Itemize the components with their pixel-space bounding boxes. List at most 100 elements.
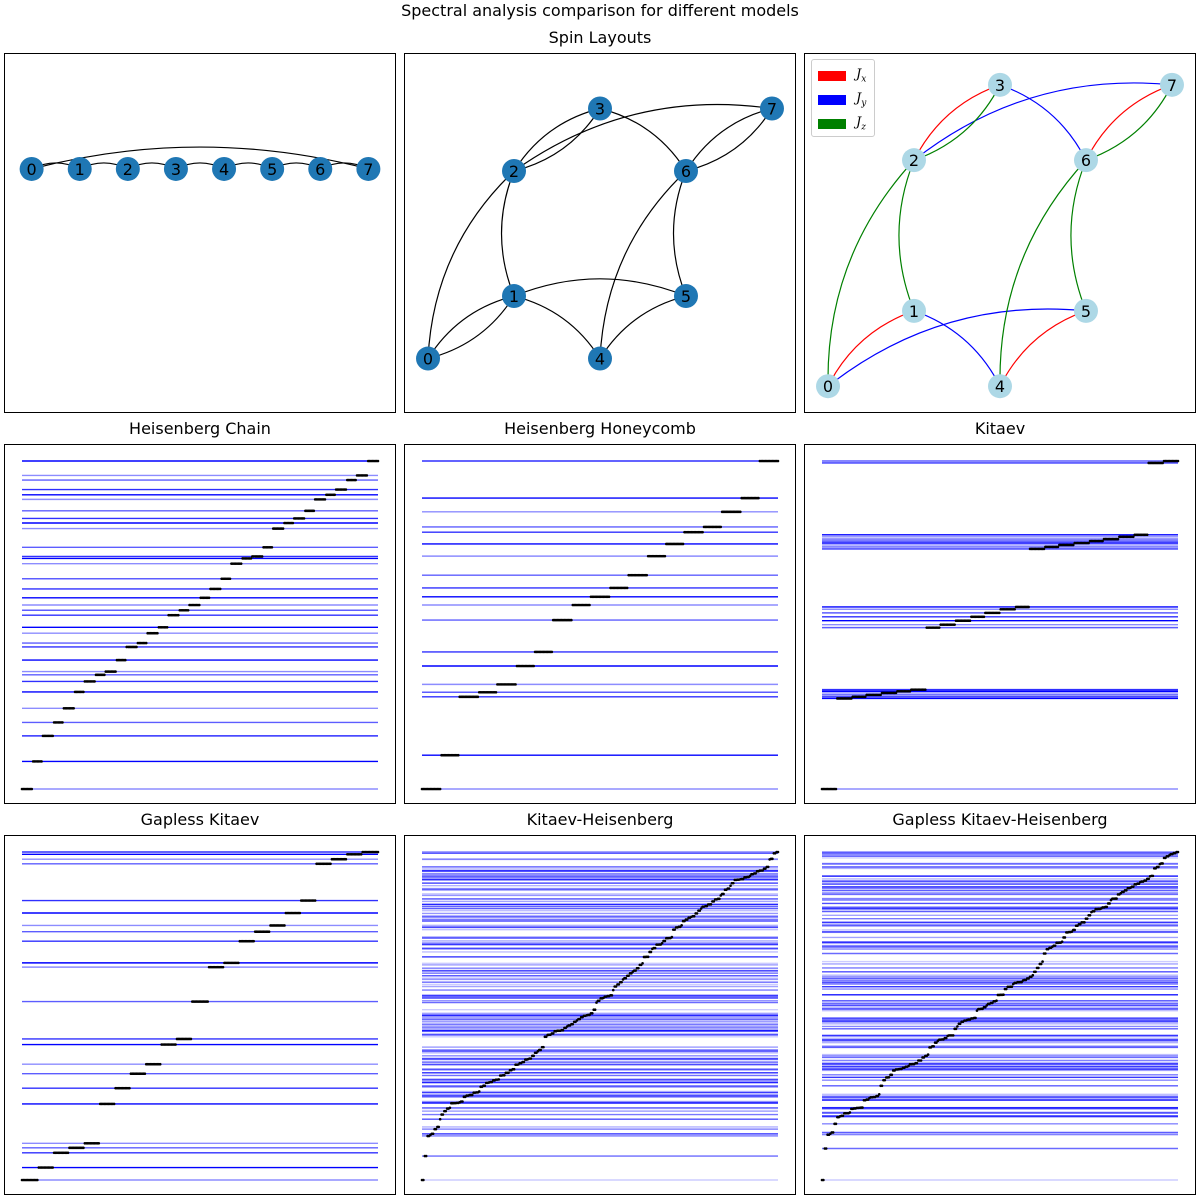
eigenvalue-point	[1176, 459, 1180, 463]
legend-item-jz: Jz	[818, 115, 874, 133]
edge-0-1-jx	[827, 310, 915, 387]
edge-1-2-jz	[898, 159, 915, 312]
eigenvalue-point	[186, 608, 190, 612]
eigenvalue-point	[302, 517, 306, 520]
eigenvalue-point	[995, 999, 998, 1003]
eigenvalue-point	[198, 603, 201, 607]
eigenvalue-point	[529, 1057, 533, 1060]
eigenvalue-point	[503, 1074, 506, 1077]
edge-2-7	[513, 103, 773, 172]
layout-panel-honeycomb: 0 1 2 3 4 5 6 7	[404, 53, 796, 413]
eigenvalue-point	[727, 887, 731, 890]
eigenvalue-point	[718, 897, 721, 901]
node-label-5: 5	[1081, 302, 1091, 321]
eigenvalue-point	[701, 530, 704, 534]
node-2	[115, 156, 140, 181]
eigenvalue-point	[206, 1000, 209, 1003]
eigenvalue-point	[30, 787, 34, 791]
eigenvalue-point	[1004, 987, 1008, 991]
eigenvalue-point	[1039, 962, 1043, 966]
eigenvalue-point	[935, 1041, 938, 1044]
eigenvalue-point	[1063, 936, 1067, 939]
eigenvalue-point	[732, 881, 735, 885]
eigenvalue-point	[40, 760, 43, 763]
eigenvalue-point	[1060, 940, 1064, 943]
eigenvalue-point	[754, 872, 757, 875]
eigenvalue-point	[1105, 905, 1109, 909]
eigenvalue-point	[954, 1027, 958, 1031]
node-label-4: 4	[219, 160, 229, 179]
eigenvalue-point	[267, 930, 271, 934]
eigenvalue-point	[824, 1147, 828, 1150]
eigenvalue-point	[313, 899, 317, 902]
eigenvalue-point	[593, 1008, 597, 1012]
title-gapless-kitaev: Gapless Kitaev	[140, 810, 260, 829]
legend-label-jz: Jz	[856, 115, 866, 133]
eigenvalue-point	[143, 1072, 147, 1076]
eigenvalue-point	[1132, 885, 1135, 888]
eigenvalue-point	[228, 577, 232, 581]
spectrum-panel-gapless-kitaev-heisenberg	[804, 835, 1196, 1195]
node-label-3: 3	[995, 76, 1005, 95]
eigenvalue-point	[617, 983, 621, 986]
eigenvalue-point	[748, 874, 752, 878]
eigenvalue-point	[376, 459, 380, 463]
spectrum-plot-kitaev-heisenberg	[420, 850, 780, 1182]
eigenvalue-point	[926, 1053, 930, 1056]
eigenvalue-point	[660, 941, 664, 945]
node-label-3: 3	[595, 100, 605, 119]
node-label-1: 1	[909, 302, 919, 321]
eigenvalue-point	[877, 1092, 881, 1096]
eigenvalue-point	[437, 1125, 441, 1129]
node-4	[988, 374, 1012, 399]
spectrum-plot-gapless-kitaev	[20, 850, 380, 1182]
title-kitaev: Kitaev	[974, 419, 1026, 438]
node-label-3: 3	[171, 160, 181, 179]
eigenvalue-point	[848, 1111, 852, 1114]
eigenvalue-point	[649, 950, 653, 954]
eigenvalue-point	[532, 664, 535, 668]
node-0	[416, 346, 441, 371]
eigenvalue-point	[610, 994, 614, 997]
layout-panel-chain: 0 1 2 3 4 5 6 7	[4, 53, 396, 413]
eigenvalue-point	[344, 488, 348, 491]
honeycomb-layout-graph: 0 1 2 3 4 5 6 7	[416, 96, 784, 371]
eigenvalue-point	[831, 1131, 835, 1134]
node-label-1: 1	[509, 287, 519, 306]
eigenvalue-point	[1056, 545, 1060, 549]
node-7	[1159, 72, 1184, 97]
eigenvalue-point	[1101, 539, 1104, 543]
eigenvalue-point	[1161, 461, 1164, 465]
eigenvalue-point	[1116, 537, 1120, 541]
eigenvalue-point	[1013, 607, 1016, 611]
eigenvalue-point	[984, 1005, 987, 1009]
eigenvalue-point	[93, 680, 96, 683]
eigenvalue-point	[97, 1141, 101, 1145]
eigenvalue-point	[1147, 877, 1150, 881]
node-4	[588, 346, 612, 371]
edge-4-6-jz	[999, 159, 1087, 387]
eigenvalue-point	[739, 510, 742, 514]
eigenvalue-point	[422, 1178, 425, 1182]
eigenvalue-point	[323, 498, 327, 501]
eigenvalue-point	[611, 988, 615, 992]
eigenvalue-point	[1157, 865, 1160, 869]
eigenvalue-point	[937, 626, 941, 629]
edge-4-5	[599, 295, 687, 359]
bond-legend: Jx Jy Jz	[811, 59, 875, 137]
eigenvalue-point	[1070, 930, 1074, 933]
chain-layout-graph: 0 1 2 3 4 5 6 7	[19, 146, 381, 181]
eigenvalue-point	[951, 1034, 955, 1037]
eigenvalue-point	[128, 1086, 131, 1090]
eigenvalue-point	[673, 928, 676, 931]
node-3	[988, 72, 1012, 97]
node-label-2: 2	[123, 160, 133, 179]
node-label-0: 0	[27, 160, 37, 179]
edge-0-1	[427, 295, 515, 360]
eigenvalue-point	[595, 1001, 598, 1004]
eigenvalue-point	[968, 619, 972, 623]
edge-5-6-jz	[1070, 159, 1087, 312]
eigenvalue-point	[598, 999, 601, 1003]
eigenvalue-point	[448, 1106, 452, 1110]
eigenvalue-point	[239, 562, 243, 565]
